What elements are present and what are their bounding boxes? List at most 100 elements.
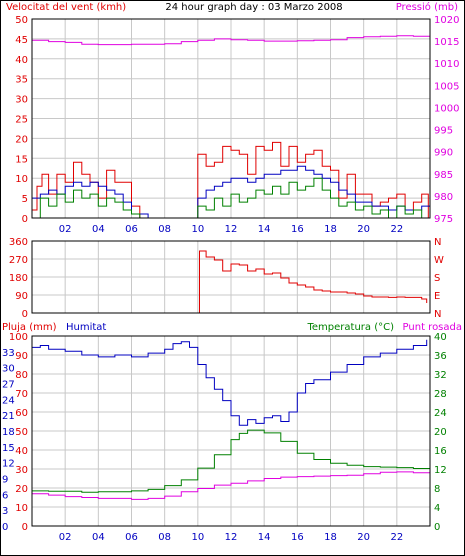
x-tick-label: 20 xyxy=(357,224,370,235)
chart-title: 24 hour graph day : 03 Marzo 2008 xyxy=(165,2,342,13)
y-tick-label-left: 0 xyxy=(22,309,28,320)
y-tick-label-right: 32 xyxy=(434,370,447,381)
x-tick-label: 02 xyxy=(59,224,72,235)
x-tick-label: 08 xyxy=(158,532,171,543)
x-tick-label: 02 xyxy=(59,532,72,543)
series-line-blue xyxy=(32,339,428,426)
humidity-axis-title: Humitat xyxy=(66,322,106,333)
dewpoint-axis-title: Punt rosada xyxy=(403,322,462,333)
y-tick-label-left: 90 xyxy=(15,291,28,302)
y-tick-label-right: 28 xyxy=(434,389,447,400)
pressure-axis-title: Pressió (mb) xyxy=(396,1,458,13)
y-tick-label-left: 10 xyxy=(15,174,28,185)
y-tick-label-left: 15 xyxy=(15,154,28,165)
x-tick-label: 18 xyxy=(324,224,337,235)
series-line-red xyxy=(197,250,428,314)
y-tick-label-left: 45 xyxy=(15,35,28,46)
series-line-magenta xyxy=(32,35,431,46)
y-tick-label-right: W xyxy=(434,255,444,266)
y-tick-label-humidity: 21 xyxy=(2,411,15,422)
y-tick-label-right: 1020 xyxy=(434,15,459,26)
y-tick-label-right: E xyxy=(434,291,440,302)
y-tick-label-left: 30 xyxy=(15,95,28,106)
y-tick-label-right: 0 xyxy=(434,522,440,533)
x-tick-label: 04 xyxy=(92,532,105,543)
x-tick-label: 08 xyxy=(158,224,171,235)
plot-border xyxy=(31,18,431,219)
y-tick-label-left: 25 xyxy=(15,115,28,126)
series-line-blue xyxy=(32,165,431,219)
temperature-axis-title: Temperatura (°C) xyxy=(306,322,394,333)
y-tick-label-left: 5 xyxy=(22,194,28,205)
y-tick-label-left: 30 xyxy=(15,465,28,476)
y-tick-label-right: 36 xyxy=(434,351,447,362)
y-tick-label-humidity: 9 xyxy=(2,475,8,486)
y-tick-label-left: 100 xyxy=(9,332,28,343)
x-tick-label: 06 xyxy=(125,224,138,235)
y-tick-label-left: 50 xyxy=(15,427,28,438)
rain-axis-title: Pluja (mm) xyxy=(2,322,57,333)
y-tick-label-right: 24 xyxy=(434,408,447,419)
y-tick-label-right: 8 xyxy=(434,484,440,495)
x-tick-label: 14 xyxy=(258,532,271,543)
y-tick-label-left: 20 xyxy=(15,484,28,495)
y-tick-label-right: 975 xyxy=(434,214,453,225)
y-tick-label-left: 35 xyxy=(15,75,28,86)
x-tick-label: 10 xyxy=(191,532,204,543)
y-tick-label-right: 1015 xyxy=(434,37,459,48)
x-tick-label: 16 xyxy=(291,532,304,543)
wind-speed-axis-title: Velocitat del vent (kmh) xyxy=(6,2,126,13)
y-tick-label-left: 90 xyxy=(15,351,28,362)
x-tick-label: 20 xyxy=(357,532,370,543)
x-tick-label: 14 xyxy=(258,224,271,235)
y-tick-label-right: 20 xyxy=(434,427,447,438)
plot-border xyxy=(31,240,431,314)
plot-border xyxy=(31,335,431,527)
x-tick-label: 16 xyxy=(291,224,304,235)
y-tick-label-humidity: 0 xyxy=(2,522,8,533)
y-tick-label-humidity: 12 xyxy=(2,459,15,470)
x-tick-label: 12 xyxy=(225,532,238,543)
y-tick-label-left: 40 xyxy=(15,55,28,66)
x-tick-label: 10 xyxy=(191,224,204,235)
y-tick-label-left: 180 xyxy=(9,273,28,284)
y-tick-label-left: 270 xyxy=(9,255,28,266)
x-tick-label: 06 xyxy=(125,532,138,543)
y-tick-label-right: N xyxy=(434,237,441,248)
y-tick-label-left: 20 xyxy=(15,134,28,145)
y-tick-label-right: 980 xyxy=(434,192,453,203)
y-tick-label-left: 80 xyxy=(15,370,28,381)
y-tick-label-humidity: 6 xyxy=(2,490,8,501)
y-tick-label-right: 995 xyxy=(434,126,453,137)
y-tick-label-right: 16 xyxy=(434,446,447,457)
y-tick-label-left: 360 xyxy=(9,237,28,248)
y-tick-label-humidity: 33 xyxy=(2,348,15,359)
y-tick-label-right: 1000 xyxy=(434,103,459,114)
x-tick-label: 18 xyxy=(324,532,337,543)
y-tick-label-right: 1010 xyxy=(434,59,459,70)
y-tick-label-humidity: 15 xyxy=(2,443,15,454)
y-tick-label-right: 12 xyxy=(434,465,447,476)
wind-pressure-panel: Velocitat del vent (kmh) 24 hour graph d… xyxy=(6,1,459,235)
y-tick-label-right: N xyxy=(434,309,441,320)
y-tick-label-left: 10 xyxy=(15,503,28,514)
x-tick-label: 22 xyxy=(390,224,403,235)
y-tick-label-left: 60 xyxy=(15,408,28,419)
y-tick-label-right: 40 xyxy=(434,332,447,343)
y-tick-label-left: 70 xyxy=(15,389,28,400)
y-tick-label-humidity: 24 xyxy=(2,395,15,406)
y-tick-label-right: 1005 xyxy=(434,81,459,92)
rain-humidity-temp-panel: Pluja (mm) Humitat Temperatura (°C) Punt… xyxy=(2,322,462,543)
y-tick-label-left: 40 xyxy=(15,446,28,457)
x-tick-label: 22 xyxy=(390,532,403,543)
y-tick-label-right: S xyxy=(434,273,440,284)
y-tick-label-right: 990 xyxy=(434,148,453,159)
y-tick-label-left: 50 xyxy=(15,15,28,26)
series-line-red xyxy=(32,141,429,219)
y-tick-label-right: 985 xyxy=(434,170,453,181)
y-tick-label-left: 0 xyxy=(22,522,28,533)
series-line-green xyxy=(32,177,431,219)
y-tick-label-left: 0 xyxy=(22,214,28,225)
y-tick-label-right: 4 xyxy=(434,503,440,514)
